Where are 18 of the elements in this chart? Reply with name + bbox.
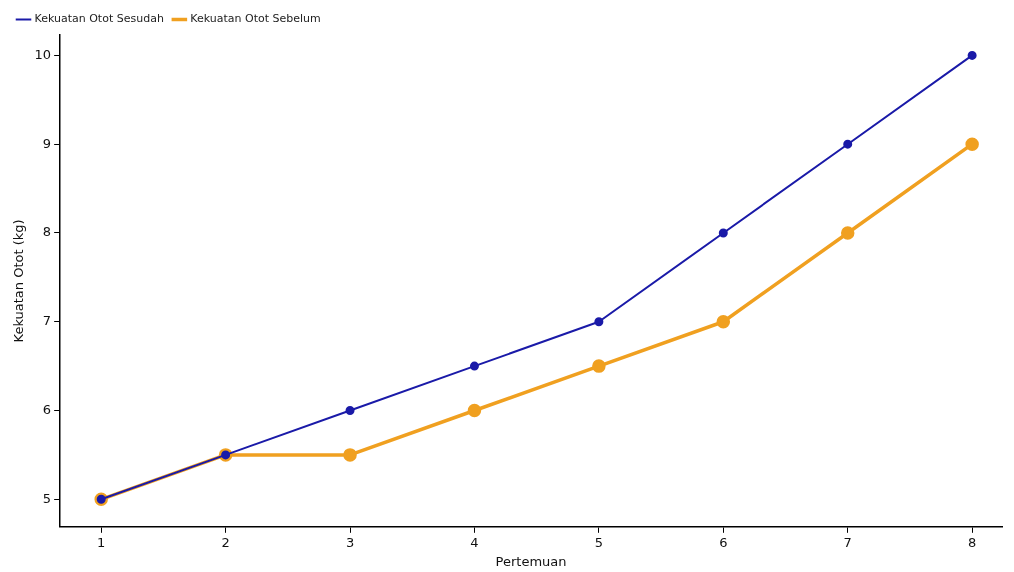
x-tick-label: 5 bbox=[594, 534, 604, 550]
x-tick-label: 4 bbox=[470, 534, 479, 550]
x-tick-label: 3 bbox=[345, 534, 355, 550]
y-tick-label: 8 bbox=[42, 224, 52, 240]
x-tick-label: 7 bbox=[843, 534, 852, 550]
legend-label: Kekuatan Otot Sesudah bbox=[34, 12, 164, 26]
x-tick-label: 2 bbox=[221, 534, 230, 550]
x-tick-label: 6 bbox=[719, 534, 728, 550]
y-tick-label: 6 bbox=[42, 401, 52, 417]
y-tick-label: 7 bbox=[42, 313, 52, 329]
x-tick-label: 8 bbox=[968, 534, 977, 550]
y-tick-label: 9 bbox=[42, 135, 52, 151]
legend-label: Kekuatan Otot Sebelum bbox=[190, 12, 321, 26]
y-tick-label: 10 bbox=[34, 46, 52, 62]
y-tick-label: 5 bbox=[42, 490, 52, 506]
x-tick-label: 1 bbox=[97, 534, 106, 550]
x-axis-title: Pertemuan bbox=[495, 553, 567, 569]
y-axis-title: Kekuatan Otot (kg) bbox=[11, 219, 27, 343]
